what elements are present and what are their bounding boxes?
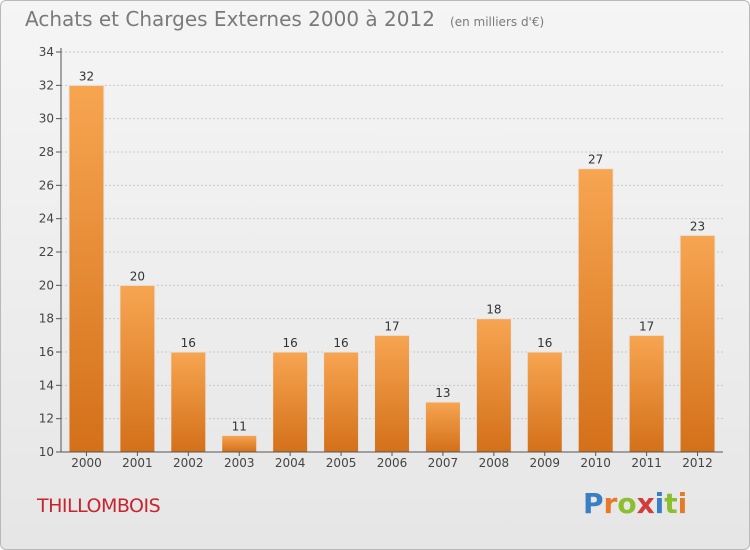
bar (679, 234, 716, 453)
bar-value-label: 20 (130, 269, 145, 283)
bar-value-label: 11 (232, 419, 247, 433)
bar-value-label: 13 (435, 386, 450, 400)
logo-letter: i (654, 487, 665, 520)
bar (526, 351, 563, 453)
chart-title-text: Achats et Charges Externes 2000 à 2012 (25, 7, 435, 31)
y-tick-label: 12 (39, 412, 54, 426)
bar (475, 318, 512, 453)
x-tick-label: 2003 (224, 456, 255, 470)
bar-value-label: 27 (588, 153, 603, 167)
logo-letter: x (636, 487, 655, 520)
y-tick-label: 10 (39, 445, 54, 459)
bar-value-label: 18 (486, 303, 501, 317)
y-tick-label: 28 (39, 145, 54, 159)
x-tick-label: 2000 (71, 456, 102, 470)
logo-letter: i (677, 487, 688, 520)
bar (119, 284, 156, 453)
y-tick-label: 22 (39, 245, 54, 259)
bar-value-label: 32 (79, 69, 94, 83)
bar-value-label: 16 (181, 336, 196, 350)
bar (272, 351, 309, 453)
y-tick-label: 14 (39, 378, 54, 392)
bars (68, 84, 716, 453)
data-labels: 32 20 16 11 16 16 17 13 18 16 27 17 23 (79, 69, 705, 433)
bar (170, 351, 207, 453)
bar (628, 334, 665, 453)
y-tick-label: 34 (39, 45, 54, 59)
x-tick-label: 2005 (326, 456, 357, 470)
commune-name: THILLOMBOIS (37, 495, 161, 517)
bar-value-label: 16 (283, 336, 298, 350)
y-tick-label: 30 (39, 112, 54, 126)
y-tick-label: 20 (39, 278, 54, 292)
y-tick-label: 26 (39, 178, 54, 192)
chart-unit: (en milliers d'€) (450, 15, 545, 29)
chart-title: Achats et Charges Externes 2000 à 2012 (… (25, 7, 544, 31)
bar-value-label: 16 (537, 336, 552, 350)
y-tick-label: 18 (39, 312, 54, 326)
y-tick-label: 32 (39, 78, 54, 92)
bar (424, 401, 461, 453)
y-tick-label: 16 (39, 345, 54, 359)
logo-letter: r (603, 487, 618, 520)
x-tick-label: 2004 (275, 456, 306, 470)
logo-letter: t (664, 487, 678, 520)
axes: 10 12 14 16 18 20 22 24 26 28 30 32 34 2000 2001 2002 20… (39, 45, 723, 470)
bar-value-label: 23 (690, 219, 705, 233)
x-tick-label: 2012 (682, 456, 713, 470)
bar (577, 168, 614, 453)
x-tick-label: 2009 (529, 456, 560, 470)
bar-value-label: 16 (333, 336, 348, 350)
x-tick-label: 2001 (122, 456, 153, 470)
x-tick-label: 2006 (377, 456, 408, 470)
logo-letter: o (617, 487, 637, 520)
bar (374, 334, 410, 453)
bar-value-label: 17 (384, 319, 399, 333)
logo-letter: P (583, 487, 604, 520)
bar (68, 84, 105, 453)
x-tick-label: 2011 (631, 456, 662, 470)
x-tick-label: 2002 (173, 456, 204, 470)
x-tick-label: 2008 (479, 456, 510, 470)
bar (221, 434, 258, 453)
proxiti-logo: Proxiti (583, 487, 687, 520)
bar (323, 351, 360, 453)
x-tick-label: 2010 (580, 456, 611, 470)
bar-value-label: 17 (639, 319, 654, 333)
y-tick-label: 24 (39, 212, 54, 226)
x-tick-label: 2007 (428, 456, 459, 470)
